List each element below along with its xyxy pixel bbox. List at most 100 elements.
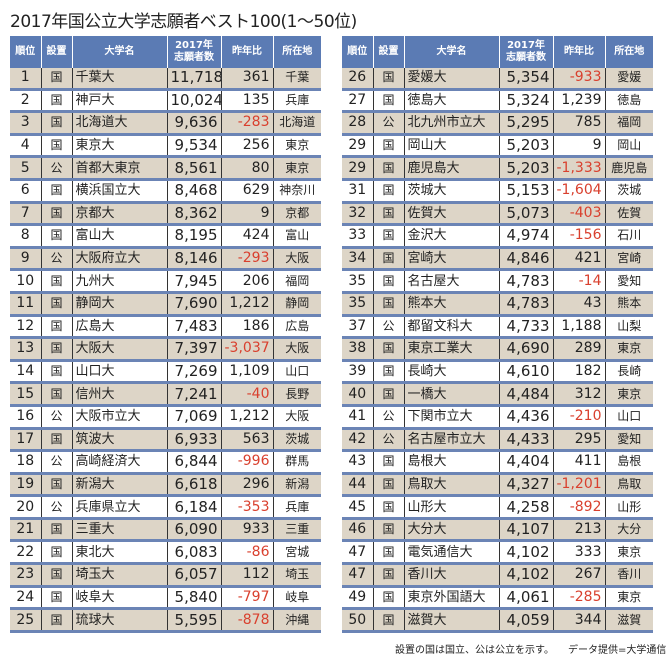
footer-source: データ提供=大学通信 bbox=[568, 645, 667, 656]
header-rank: 順位 bbox=[10, 36, 41, 68]
cell-type: 公 bbox=[372, 111, 404, 136]
cell-university-name: 筑波大 bbox=[71, 428, 167, 453]
cell-year-change: 361 bbox=[220, 68, 273, 91]
cell-university-name: 琉球大 bbox=[71, 608, 167, 633]
cell-university-name: 信州大 bbox=[71, 382, 167, 407]
cell-university-name: 神戸大 bbox=[71, 89, 167, 114]
table-row: 7 国京都大 8,362 9 京都 bbox=[10, 202, 321, 227]
table-row: 29 国岡山大 5,203 9 岡山 bbox=[342, 134, 653, 159]
cell-type: 国 bbox=[40, 518, 72, 543]
cell-rank: 17 bbox=[10, 428, 41, 453]
cell-rank: 47 bbox=[342, 563, 373, 588]
cell-applicant-count: 4,846 bbox=[498, 247, 553, 272]
table-row: 24 国岐阜大 5,840 -797 岐阜 bbox=[10, 586, 321, 611]
cell-university-name: 茨城大 bbox=[403, 179, 499, 204]
cell-type: 国 bbox=[40, 428, 72, 453]
cell-university-name: 電気通信大 bbox=[403, 540, 499, 566]
cell-year-change: 9 bbox=[552, 134, 605, 159]
cell-type: 国 bbox=[40, 360, 72, 385]
table-row: 47 国香川大 4,102 267 香川 bbox=[342, 563, 653, 588]
cell-year-change: 135 bbox=[220, 89, 273, 114]
cell-location: 東京 bbox=[604, 337, 653, 362]
cell-year-change: -353 bbox=[220, 495, 273, 520]
cell-rank: 39 bbox=[342, 360, 373, 385]
cell-applicant-count: 8,195 bbox=[166, 224, 221, 249]
table-row: 22 国東北大 6,083 -86 宮城 bbox=[10, 540, 321, 566]
cell-university-name: 愛媛大 bbox=[403, 68, 499, 91]
table-row: 10 国九州大 7,945 206 福岡 bbox=[10, 269, 321, 294]
cell-university-name: 宮崎大 bbox=[403, 247, 499, 272]
cell-location: 北海道 bbox=[272, 111, 321, 136]
cell-rank: 29 bbox=[342, 156, 373, 181]
cell-university-name: 東京大 bbox=[71, 134, 167, 159]
cell-type: 国 bbox=[372, 337, 404, 362]
cell-applicant-count: 4,436 bbox=[498, 405, 553, 430]
cell-applicant-count: 4,102 bbox=[498, 563, 553, 588]
cell-year-change: 186 bbox=[220, 315, 273, 340]
cell-applicant-count: 5,324 bbox=[498, 89, 553, 114]
cell-applicant-count: 7,483 bbox=[166, 315, 221, 340]
header-count: 2017年 志願者数 bbox=[498, 36, 553, 68]
cell-applicant-count: 6,083 bbox=[166, 540, 221, 566]
cell-rank: 10 bbox=[10, 269, 41, 294]
table-body-right: 26 国愛媛大 5,354 -933 愛媛 27 国徳島大 5,324 1,239 徳島 28 公北九… bbox=[342, 68, 653, 633]
cell-university-name: 長崎大 bbox=[403, 360, 499, 385]
cell-rank: 18 bbox=[10, 450, 41, 475]
cell-type: 国 bbox=[372, 450, 404, 475]
cell-applicant-count: 5,354 bbox=[498, 68, 553, 91]
cell-applicant-count: 6,618 bbox=[166, 473, 221, 498]
table-row: 5 公首都大東京 8,561 80 東京 bbox=[10, 156, 321, 181]
cell-university-name: 山口大 bbox=[71, 360, 167, 385]
cell-applicant-count: 8,362 bbox=[166, 202, 221, 227]
cell-applicant-count: 4,433 bbox=[498, 428, 553, 453]
cell-university-name: 岡山大 bbox=[403, 134, 499, 159]
cell-rank: 14 bbox=[10, 360, 41, 385]
cell-location: 山形 bbox=[604, 495, 653, 520]
cell-type: 国 bbox=[372, 518, 404, 543]
cell-location: 福岡 bbox=[272, 269, 321, 294]
cell-rank: 32 bbox=[342, 202, 373, 227]
page-title: 2017年国公立大学志願者ベスト100(1〜50位) bbox=[10, 12, 357, 32]
cell-university-name: 山形大 bbox=[403, 495, 499, 520]
cell-rank: 27 bbox=[342, 89, 373, 114]
table-row: 16 公大阪市立大 7,069 1,212 大阪 bbox=[10, 405, 321, 430]
header-rank: 順位 bbox=[342, 36, 373, 68]
cell-location: 山口 bbox=[604, 405, 653, 430]
cell-rank: 31 bbox=[342, 179, 373, 204]
cell-applicant-count: 6,090 bbox=[166, 518, 221, 543]
cell-year-change: 563 bbox=[220, 428, 273, 453]
header-name: 大学名 bbox=[403, 36, 499, 68]
cell-rank: 29 bbox=[342, 134, 373, 159]
cell-university-name: 千葉大 bbox=[71, 68, 167, 91]
cell-university-name: 東京工業大 bbox=[403, 337, 499, 362]
cell-location: 東京 bbox=[272, 134, 321, 159]
cell-rank: 42 bbox=[342, 428, 373, 453]
cell-university-name: 三重大 bbox=[71, 518, 167, 543]
cell-type: 公 bbox=[40, 450, 72, 475]
cell-rank: 8 bbox=[10, 224, 41, 249]
cell-rank: 49 bbox=[342, 586, 373, 611]
cell-rank: 35 bbox=[342, 269, 373, 294]
cell-applicant-count: 7,690 bbox=[166, 292, 221, 317]
cell-rank: 26 bbox=[342, 68, 373, 91]
cell-location: 長野 bbox=[272, 382, 321, 407]
table-row: 6 国横浜国立大 8,468 629 神奈川 bbox=[10, 179, 321, 204]
cell-year-change: 295 bbox=[552, 428, 605, 453]
table-row: 15 国信州大 7,241 -40 長野 bbox=[10, 382, 321, 407]
table-row: 29 国鹿児島大 5,203 -1,333 鹿児島 bbox=[342, 156, 653, 181]
table-row: 27 国徳島大 5,324 1,239 徳島 bbox=[342, 89, 653, 114]
ranking-table-left: 順位 設置 大学名 2017年 志願者数 昨年比 所在地 1 国千葉大 11,718 3… bbox=[10, 36, 321, 633]
cell-year-change: 213 bbox=[552, 518, 605, 543]
cell-year-change: 1,109 bbox=[220, 360, 273, 385]
cell-type: 国 bbox=[40, 540, 72, 566]
table-row: 17 国筑波大 6,933 563 茨城 bbox=[10, 428, 321, 453]
cell-rank: 9 bbox=[10, 247, 41, 272]
cell-university-name: 横浜国立大 bbox=[71, 179, 167, 204]
cell-type: 国 bbox=[40, 269, 72, 294]
cell-year-change: -285 bbox=[552, 586, 605, 611]
cell-university-name: 下関市立大 bbox=[403, 405, 499, 430]
cell-type: 公 bbox=[40, 156, 72, 181]
cell-rank: 34 bbox=[342, 247, 373, 272]
cell-location: 愛知 bbox=[604, 428, 653, 453]
cell-location: 香川 bbox=[604, 563, 653, 588]
